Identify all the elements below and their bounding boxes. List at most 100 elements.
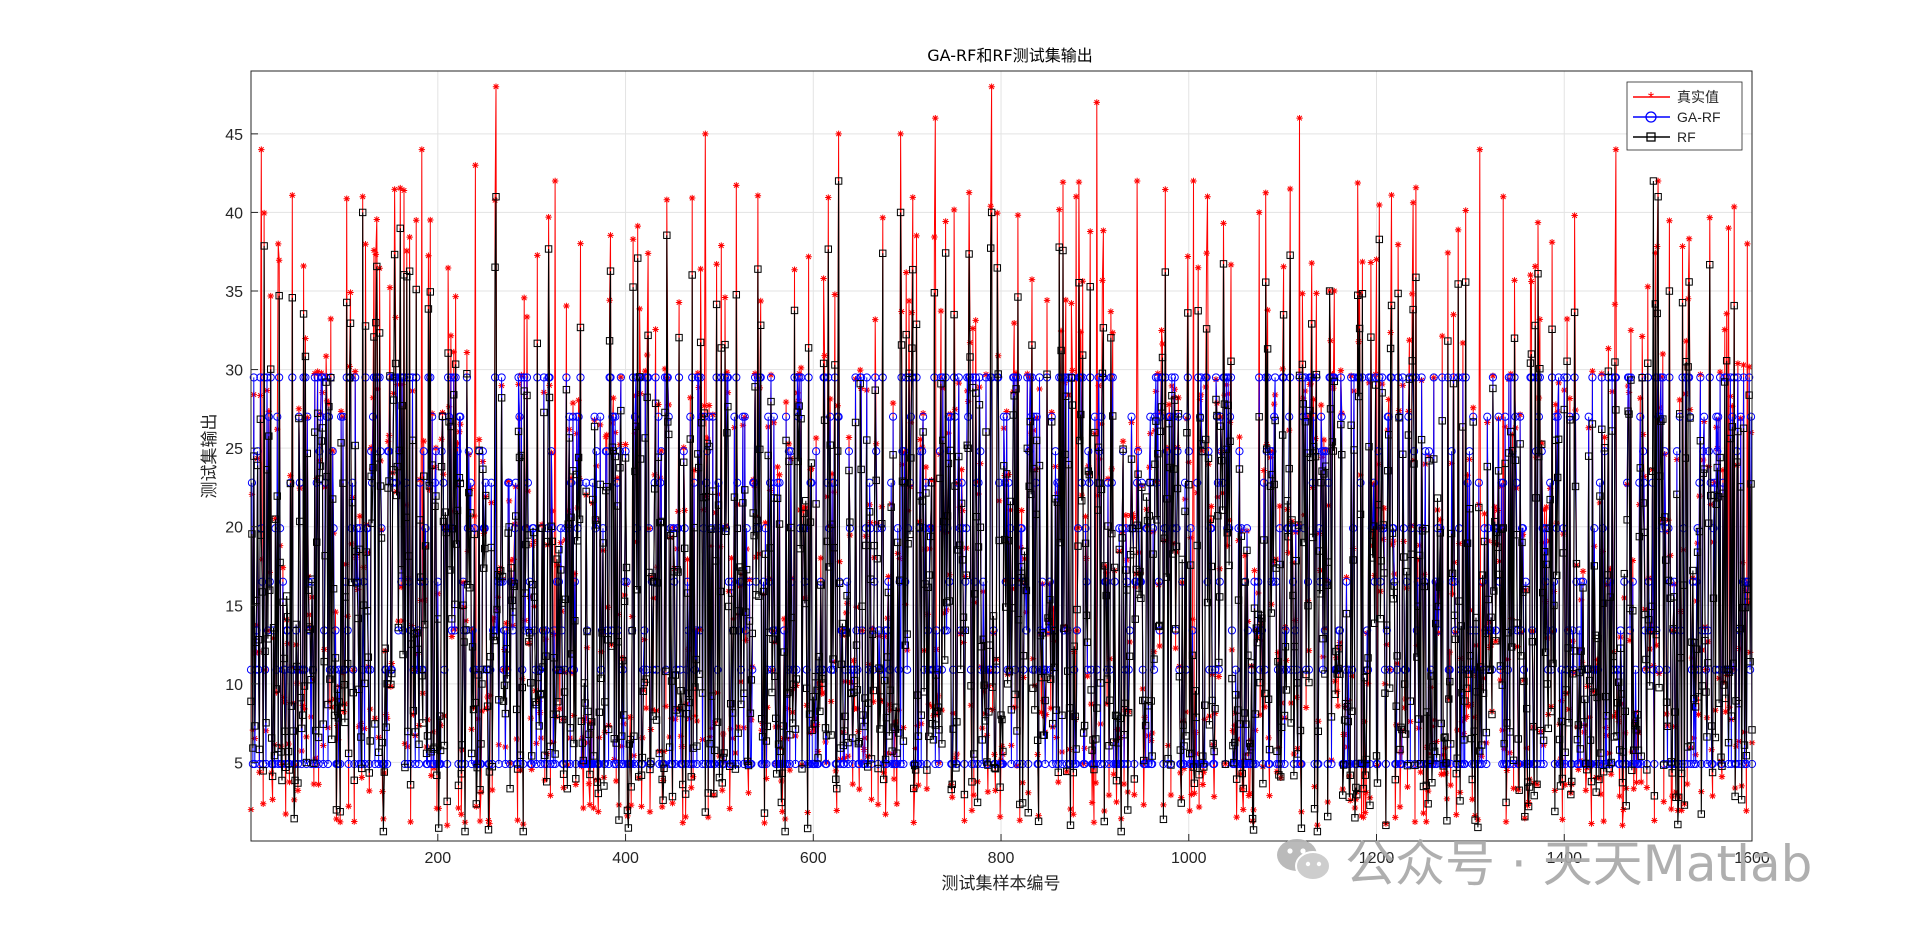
truth-point: [1740, 361, 1747, 369]
truth-point: [1159, 340, 1166, 348]
truth-point: [613, 475, 621, 482]
truth-point: [831, 291, 839, 298]
x-tick-label: 400: [612, 850, 639, 867]
x-tick-label: 600: [800, 850, 827, 867]
ga-rf-point: [968, 373, 977, 382]
truth-point: [679, 819, 687, 826]
truth-point: [968, 807, 976, 814]
truth-point: [507, 557, 515, 564]
ga-rf-point: [1597, 373, 1606, 382]
truth-point: [448, 633, 456, 640]
truth-point: [1184, 253, 1192, 260]
truth-point: [1582, 787, 1590, 794]
truth-point: [1087, 228, 1094, 235]
rf-point: [303, 449, 312, 458]
ga-rf-point: [1148, 759, 1157, 769]
truth-point: [1354, 179, 1361, 187]
rf-point: [288, 294, 297, 302]
ga-rf-point: [862, 373, 871, 382]
truth-point: [1571, 212, 1578, 219]
truth-point: [1612, 146, 1620, 153]
ga-rf-point: [351, 373, 360, 382]
truth-point: [1723, 310, 1730, 317]
truth-point: [909, 194, 916, 201]
ga-rf-point: [1091, 759, 1100, 769]
truth-point: [337, 408, 345, 415]
truth-point: [586, 801, 594, 808]
rf-point: [287, 702, 296, 710]
x-tick-label: 200: [424, 850, 451, 867]
truth-point: [269, 796, 276, 803]
truth-point: [1745, 363, 1753, 371]
truth-point: [275, 257, 283, 264]
ga-rf-point: [769, 412, 778, 421]
ga-rf-point: [567, 478, 576, 487]
rf-point: [281, 727, 289, 735]
ga-rf-point: [1696, 373, 1705, 382]
truth-point: [1464, 472, 1471, 479]
ga-rf-point: [887, 478, 896, 487]
truth-point: [1186, 807, 1193, 815]
ga-rf-point: [893, 524, 902, 533]
truth-point: [969, 325, 977, 332]
truth-point: [1199, 781, 1207, 788]
ga-rf-point: [596, 412, 605, 421]
ga-rf-point: [1672, 447, 1682, 456]
truth-point: [697, 265, 704, 273]
ga-rf-point: [313, 373, 322, 382]
truth-point: [1156, 642, 1163, 650]
truth-point: [1014, 212, 1022, 219]
truth-point: [1516, 411, 1524, 418]
ga-rf-point: [1731, 759, 1741, 769]
truth-point: [1697, 371, 1704, 378]
ga-rf-point: [1150, 412, 1160, 421]
ga-rf-point: [692, 759, 701, 769]
truth-point: [1133, 177, 1141, 185]
truth-point: [1068, 300, 1075, 307]
truth-point: [256, 769, 263, 776]
truth-point: [825, 194, 832, 201]
truth-point: [1165, 401, 1173, 408]
truth-point: [629, 236, 637, 243]
ga-rf-point: [1700, 412, 1709, 421]
truth-point: [420, 437, 427, 445]
truth-point: [972, 317, 979, 324]
truth-point: [658, 447, 665, 455]
truth-point: [1194, 264, 1202, 271]
ga-rf-point: [1085, 478, 1094, 487]
ga-rf-point: [1417, 373, 1426, 382]
y-tick-label: 10: [225, 677, 243, 694]
truth-point: [1541, 506, 1548, 514]
truth-point: [567, 474, 575, 482]
truth-point: [1047, 704, 1054, 712]
truth-point: [997, 756, 1005, 764]
truth-point: [1470, 404, 1477, 411]
truth-point: [780, 615, 788, 623]
truth-point: [728, 554, 735, 562]
truth-point: [1210, 793, 1218, 800]
ga-rf-point: [1469, 412, 1478, 421]
truth-point: [1084, 672, 1091, 680]
ga-rf-point: [319, 759, 328, 769]
truth-point: [1543, 503, 1550, 511]
ga-rf-point: [1482, 759, 1491, 769]
truth-point: [1224, 542, 1231, 549]
ga-rf-point: [321, 373, 331, 382]
ga-rf-point: [1546, 478, 1555, 487]
truth-point: [1038, 709, 1045, 716]
truth-point: [489, 786, 496, 794]
truth-point: [718, 242, 725, 249]
truth-point: [761, 819, 768, 827]
rf-point: [309, 666, 317, 674]
truth-point: [1172, 644, 1179, 652]
rf-point: [263, 466, 271, 474]
truth-point: [1082, 513, 1089, 520]
y-tick-label: 40: [225, 205, 243, 222]
rf-point: [267, 365, 275, 373]
ga-rf-point: [1539, 759, 1548, 769]
truth-point: [1502, 818, 1510, 825]
ga-rf-point: [782, 759, 792, 769]
rf-point: [290, 814, 298, 823]
truth-point: [1633, 779, 1640, 786]
truth-point: [1394, 241, 1402, 248]
